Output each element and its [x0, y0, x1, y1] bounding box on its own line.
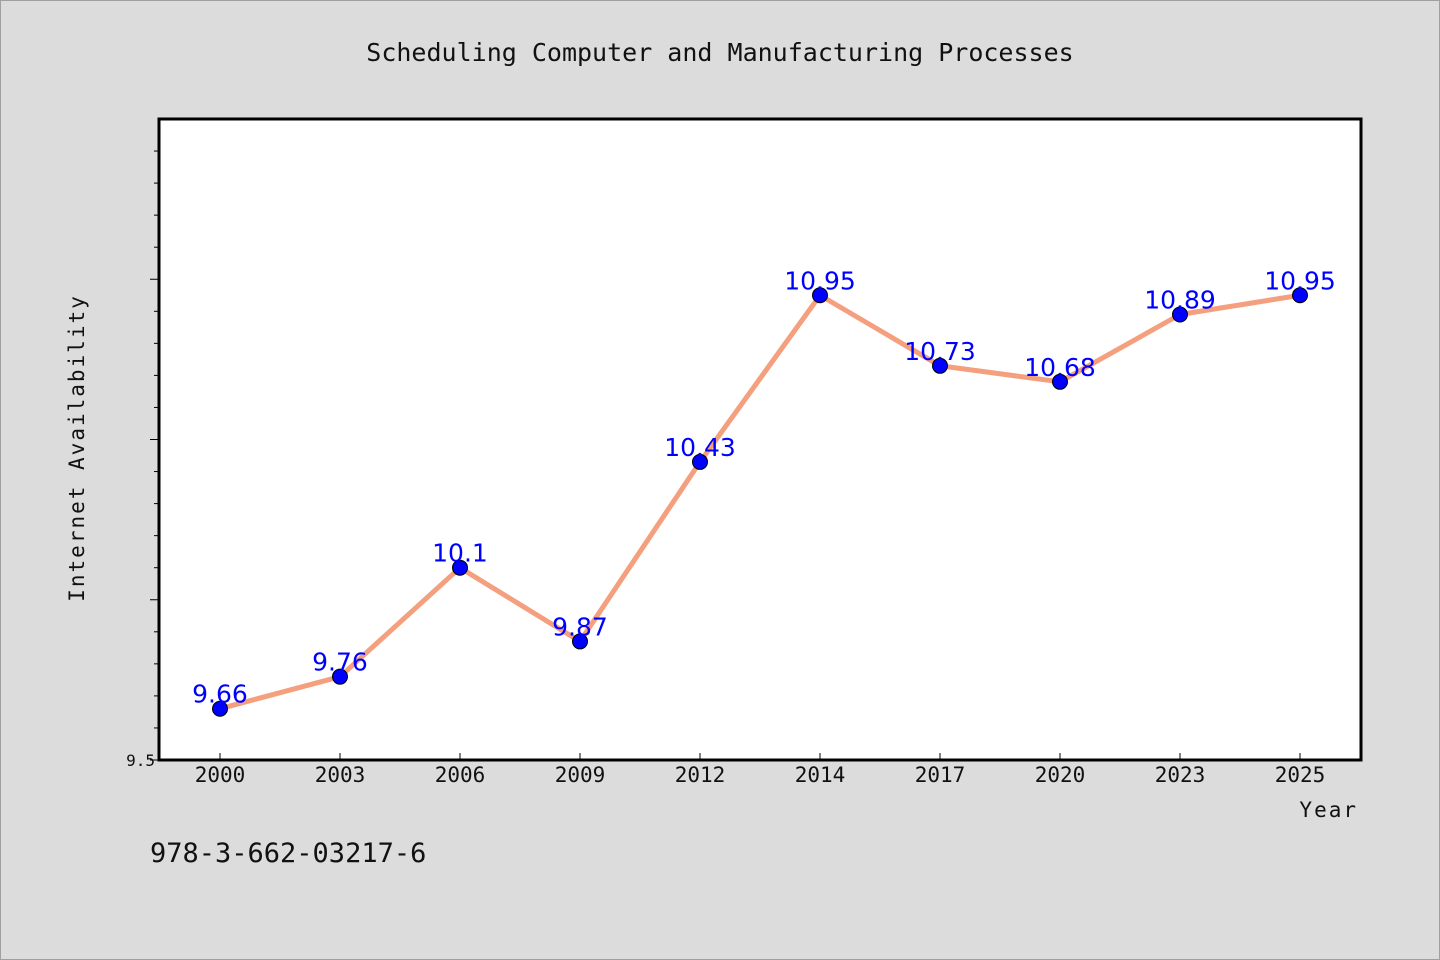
x-tick-label: 2006: [435, 763, 486, 787]
chart-title: Scheduling Computer and Manufacturing Pr…: [366, 38, 1073, 67]
x-tick-label: 2012: [675, 763, 726, 787]
data-label: 10.1: [432, 539, 488, 568]
data-label: 10.89: [1144, 286, 1216, 315]
x-tick-label: 2023: [1155, 763, 1206, 787]
x-axis-label: Year: [1299, 798, 1358, 822]
data-label: 10.95: [1264, 266, 1336, 295]
x-tick-label: 2000: [195, 763, 246, 787]
data-labels: 9.66 9.76 10.1 9.87 10.43 10.95 10.73 10.68 10.8…: [192, 266, 1336, 708]
x-tick-label: 2020: [1035, 763, 1086, 787]
data-point: [1052, 373, 1068, 390]
footnote-isbn: 978-3-662-03217-6: [150, 838, 426, 869]
series-layer: [212, 287, 1308, 717]
x-tick-label: 2009: [555, 763, 606, 787]
data-point: [812, 287, 828, 304]
y-tick-label: 9.5: [126, 751, 155, 770]
x-tick-label: 2017: [915, 763, 966, 787]
data-point: [452, 559, 468, 576]
data-point: [692, 453, 708, 470]
data-point: [212, 700, 228, 717]
x-tick-label: 2003: [315, 763, 366, 787]
x-tick-label: 2025: [1275, 763, 1326, 787]
data-label: 9.66: [192, 680, 248, 709]
data-point: [1292, 287, 1308, 304]
x-axis-ticks: 2000 2003 2006 2009 2012 2014 2017 2020 2023 2025: [195, 753, 1326, 787]
data-point: [332, 668, 348, 685]
data-point: [932, 357, 948, 374]
data-label: 9.87: [552, 612, 608, 641]
data-label: 10.68: [1024, 353, 1096, 382]
plot-area: [157, 117, 1363, 762]
y-axis-ticks: 9.5: [126, 150, 159, 770]
data-label: 9.76: [312, 648, 368, 677]
x-tick-label: 2014: [795, 763, 846, 787]
y-axis-label: Internet Availability: [65, 294, 89, 602]
data-point: [1172, 306, 1188, 323]
series-line: [217, 292, 1303, 712]
data-label: 10.73: [904, 337, 976, 366]
data-label: 10.43: [664, 433, 736, 462]
data-label: 10.95: [784, 266, 856, 295]
data-point: [572, 633, 588, 650]
